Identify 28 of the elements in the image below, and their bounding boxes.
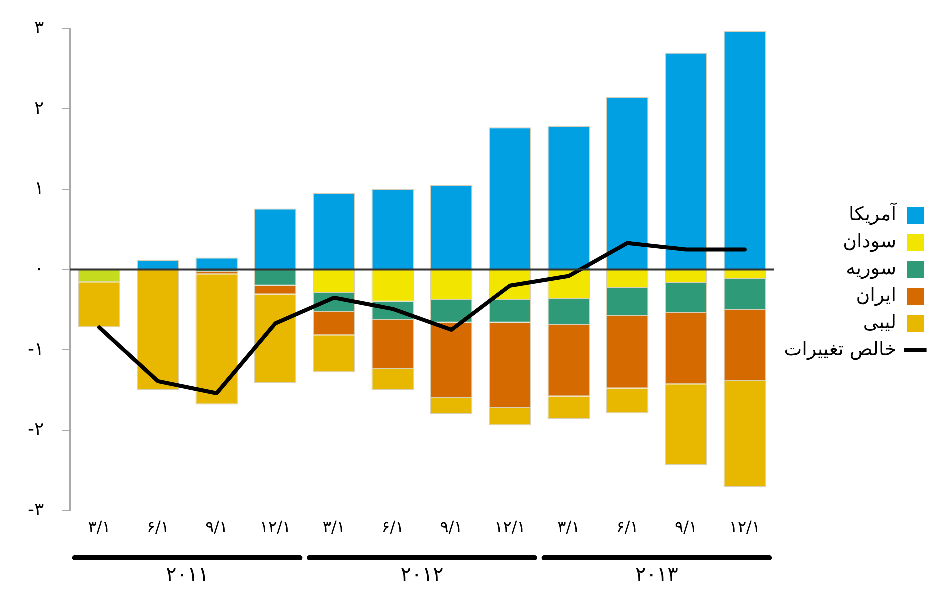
legend-label: سودان — [843, 230, 896, 252]
x-tick-label: ۳/۱ — [322, 518, 346, 537]
x-tick-label: ۶/۱ — [616, 518, 639, 537]
y-tick-label: ۱ — [34, 178, 44, 200]
x-tick-label: ۹/۱ — [206, 518, 228, 537]
x-tick-label: ۹/۱ — [440, 518, 463, 537]
legend-label: سوریه — [846, 257, 896, 280]
y-tick-label: -۳ — [28, 499, 44, 520]
text: ۲۰۱۲ — [400, 562, 444, 586]
legend-label: ایران — [856, 284, 896, 306]
x-tick-label: ۱۲/۱ — [260, 518, 292, 537]
legend-label: خالص تغییرات — [784, 338, 896, 360]
x-tick-label: ۱۲/۱ — [729, 518, 761, 537]
text: ۲۰۱۱ — [166, 562, 209, 586]
x-tick-label: ۶/۱ — [146, 518, 170, 537]
legend-label: آمریکا — [848, 202, 898, 226]
x-tick-label: ۱۲/۱ — [494, 518, 526, 537]
legend-label: لیبی — [863, 311, 896, 334]
y-tick-label: -۲ — [28, 419, 44, 440]
text: ۲۰۱۳ — [635, 562, 679, 586]
x-tick-label: ۳/۱ — [88, 518, 111, 537]
x-tick-label: ۳/۱ — [558, 518, 580, 537]
y-tick-label: -۱ — [28, 338, 44, 360]
y-tick-label: ۰ — [34, 258, 44, 280]
x-tick-label: ۹/۱ — [674, 518, 698, 537]
y-tick-label: ۲ — [34, 98, 44, 119]
x-tick-label: ۶/۱ — [382, 518, 404, 537]
y-tick-label: ۳ — [34, 17, 44, 38]
